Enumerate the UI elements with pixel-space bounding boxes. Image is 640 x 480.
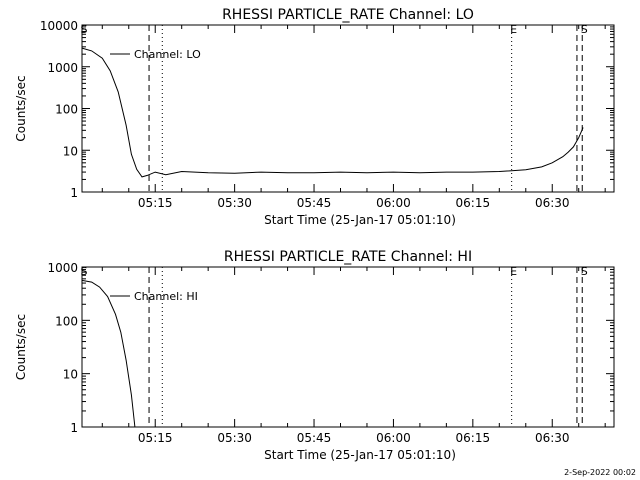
marker-label-s: S [81, 23, 88, 36]
y-tick-label: 10000 [40, 19, 78, 33]
y-tick-label: 100 [55, 103, 78, 117]
marker-label-s: S [581, 265, 588, 278]
y-tick-label: 1000 [47, 261, 78, 275]
legend-label: Channel: HI [134, 290, 198, 303]
y-axis-label: Counts/sec [14, 314, 28, 380]
legend-label: Channel: LO [134, 48, 201, 61]
footer-timestamp: 2-Sep-2022 00:02 [564, 468, 636, 477]
lo-channel-panel: RHESSI PARTICLE_RATE Channel: LO Start Ti… [14, 7, 615, 227]
x-tick-label: 06:15 [456, 431, 491, 445]
x-tick-label: 06:00 [376, 196, 411, 210]
marker-label-s: S [81, 265, 88, 278]
y-tick-label: 1 [70, 186, 78, 200]
x-tick-label: 05:15 [138, 196, 173, 210]
x-axis-label: Start Time (25-Jan-17 05:01:10) [264, 213, 456, 227]
y-tick-label: 1 [70, 421, 78, 435]
y-tick-label: 1000 [47, 61, 78, 75]
series-line [81, 279, 136, 428]
axes-frame [81, 266, 615, 428]
marker-label-e: E [510, 265, 517, 278]
marker-label-e: E [510, 23, 517, 36]
series-line [81, 47, 584, 178]
x-tick-label: 05:15 [138, 431, 173, 445]
x-tick-label: 06:15 [456, 196, 491, 210]
y-tick-label: 10 [63, 368, 78, 382]
hi-channel-panel: RHESSI PARTICLE_RATE Channel: HI Start Ti… [14, 249, 615, 462]
x-axis-label: Start Time (25-Jan-17 05:01:10) [264, 448, 456, 462]
x-tick-label: 05:45 [297, 196, 332, 210]
x-tick-label: 06:30 [535, 196, 570, 210]
y-axis-label: Counts/sec [14, 75, 28, 141]
x-tick-label: 05:30 [217, 431, 252, 445]
x-tick-label: 05:45 [297, 431, 332, 445]
chart-title: RHESSI PARTICLE_RATE Channel: LO [222, 7, 474, 23]
x-tick-label: 06:30 [535, 431, 570, 445]
y-tick-label: 100 [55, 314, 78, 328]
chart-title: RHESSI PARTICLE_RATE Channel: HI [224, 249, 472, 265]
x-tick-label: 05:30 [217, 196, 252, 210]
x-tick-label: 06:00 [376, 431, 411, 445]
marker-label-s: S [581, 23, 588, 36]
y-tick-label: 10 [63, 144, 78, 158]
